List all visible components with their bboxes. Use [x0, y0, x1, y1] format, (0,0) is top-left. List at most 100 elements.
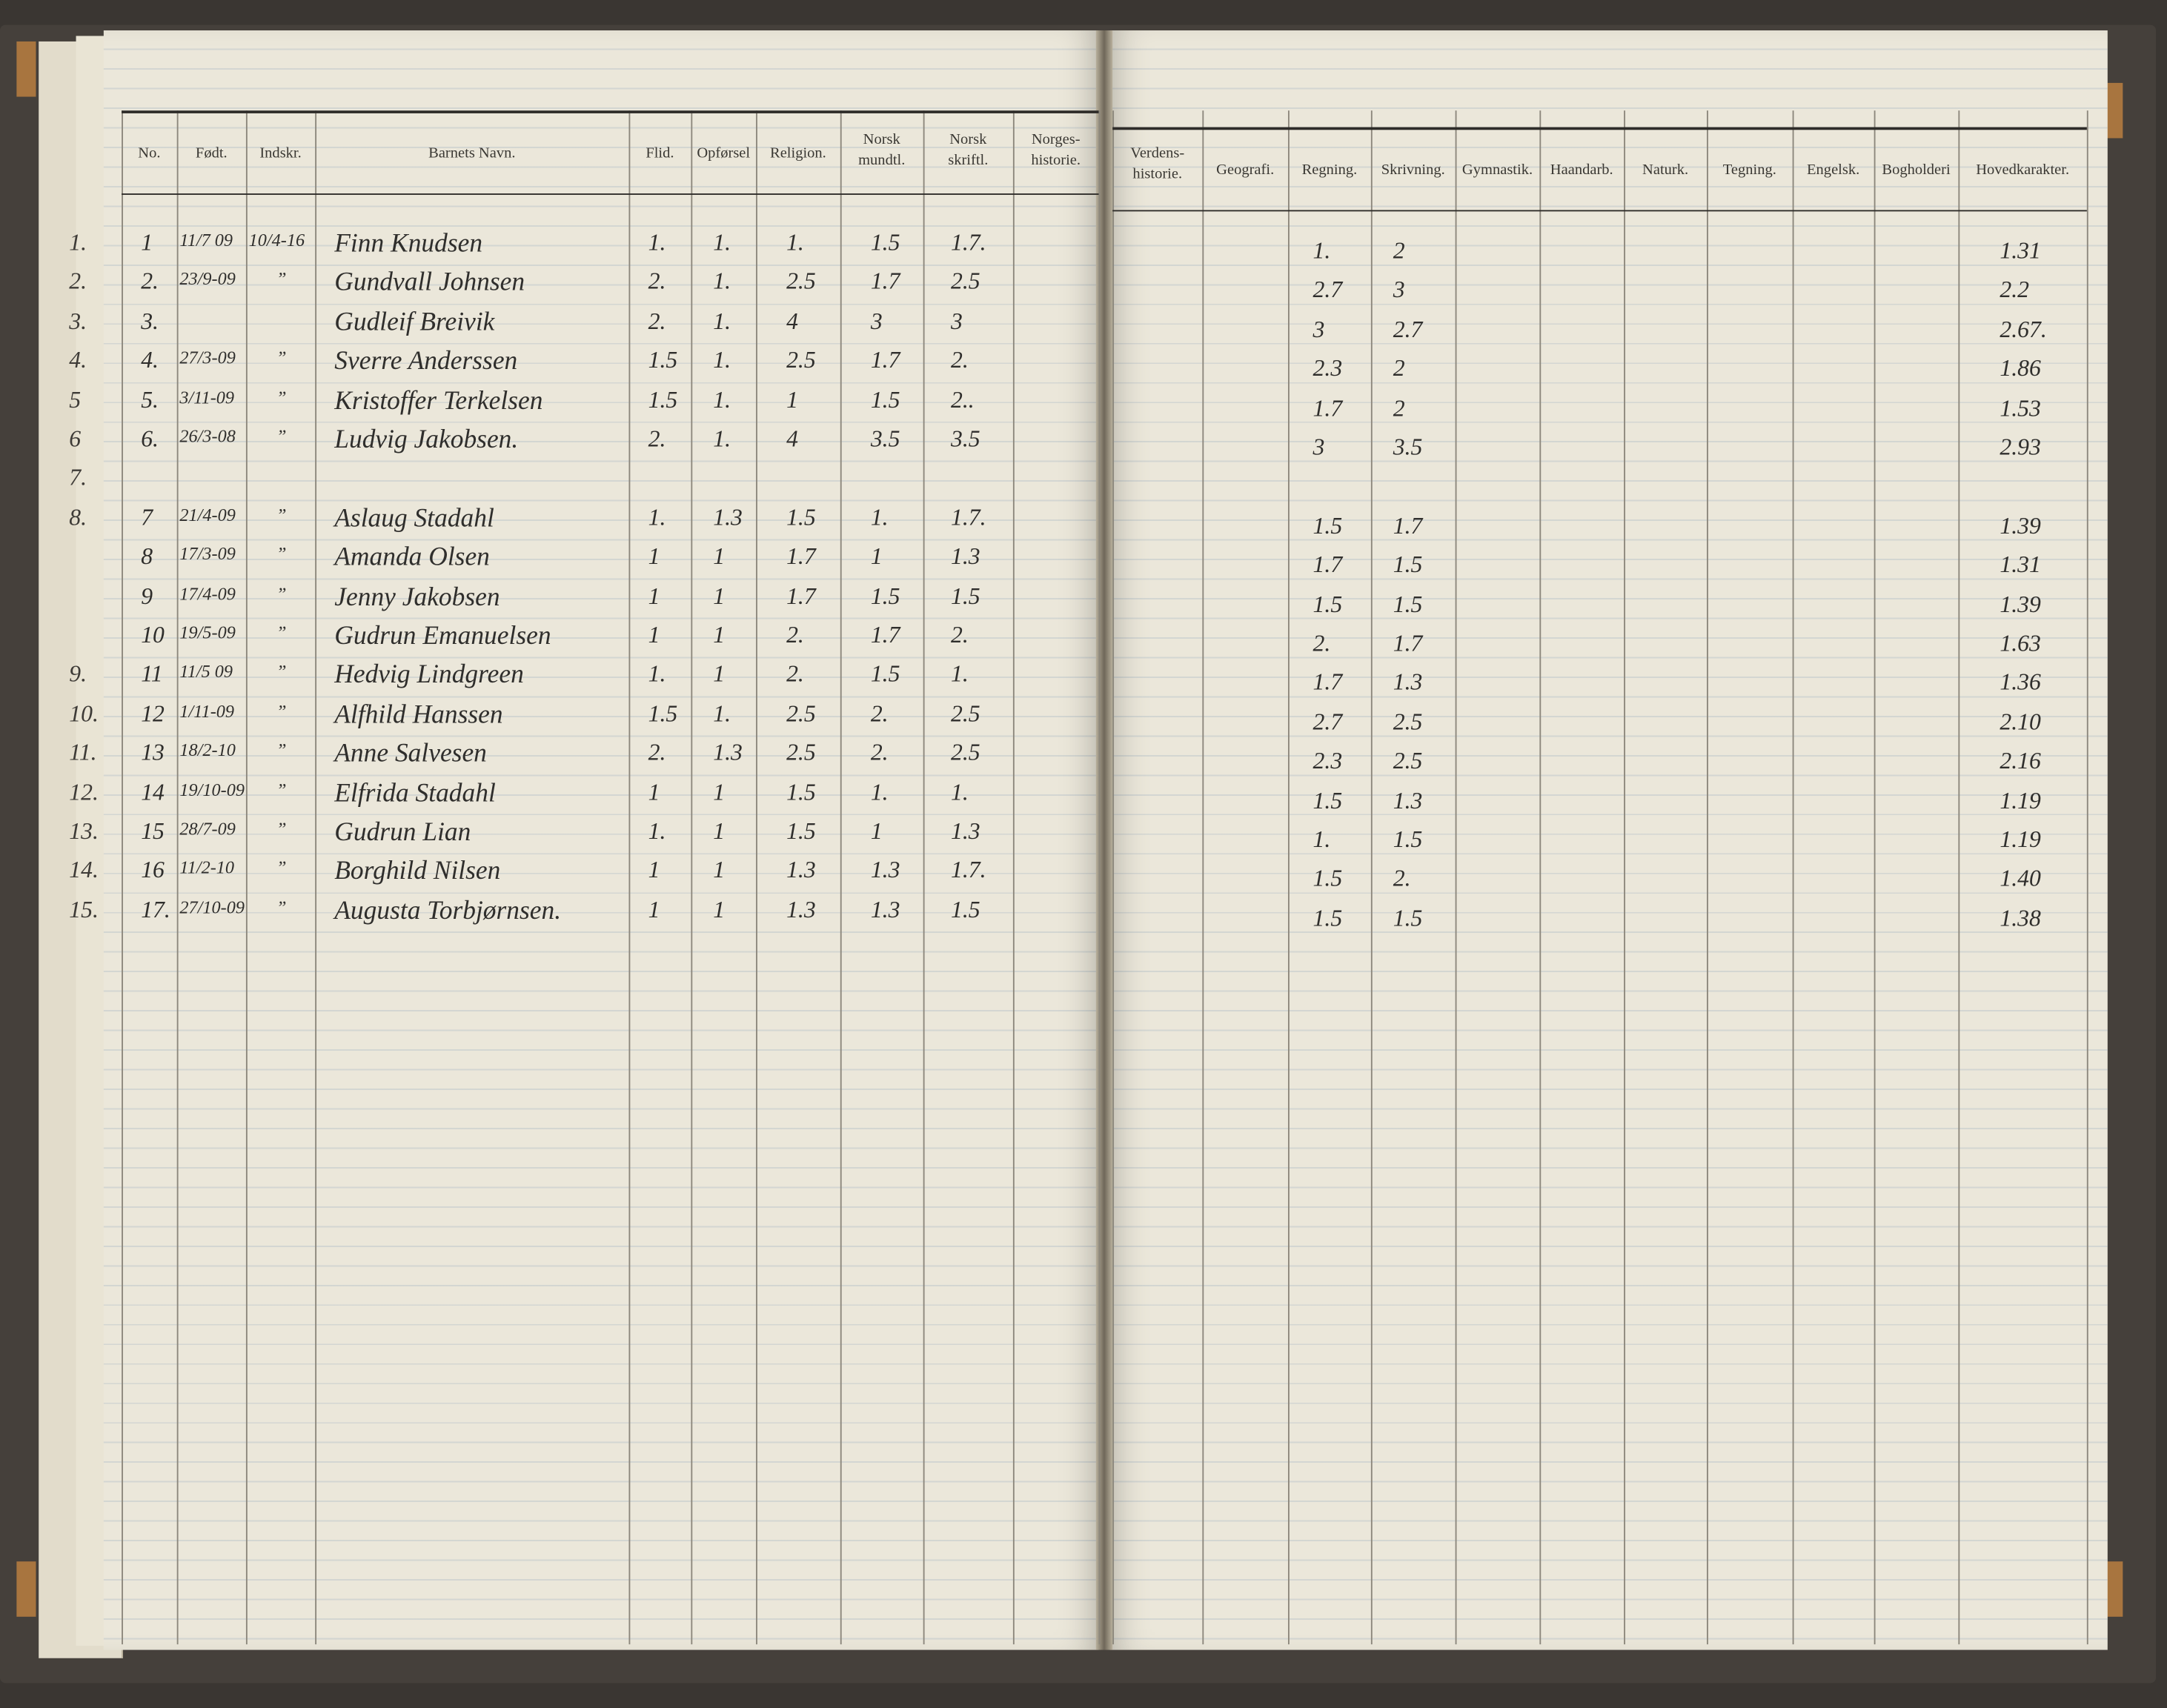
cell-hoved: 1.31: [2000, 237, 2041, 265]
cell-norsk-s: 1.7.: [950, 229, 986, 256]
cell-flid: 1.5: [648, 700, 678, 727]
header-6: Naturk.: [1642, 162, 1689, 179]
cell-norsk-m: 3.5: [870, 425, 900, 452]
cell-born: 23/9-09: [179, 268, 236, 290]
header-7: Norsk mundtl.: [858, 131, 906, 169]
cell-regning: 1.7: [1313, 669, 1343, 696]
cell-born: 19/5-09: [179, 622, 236, 643]
cell-regning: 1.7: [1313, 394, 1343, 422]
cell-born: 26/3-08: [179, 425, 236, 447]
column-rule: [1539, 110, 1542, 1645]
cell-flid: 1: [648, 778, 660, 805]
cell-no: 14: [141, 778, 165, 805]
cell-regning: 1.: [1313, 237, 1331, 265]
cell-opforsel: 1.: [713, 386, 731, 413]
column-rule: [756, 110, 757, 1645]
cell-opforsel: 1.: [713, 347, 731, 373]
cell-skrivning: 1.5: [1393, 591, 1423, 617]
cell-norsk-s: 1.5: [950, 582, 980, 609]
cell-opforsel: 1: [713, 661, 726, 688]
cell-religion: 1.5: [786, 817, 816, 845]
cell-no: 5.: [141, 386, 159, 413]
cell-flid: 2.: [648, 740, 666, 766]
cell-name: Elfrida Stadahl: [334, 778, 496, 808]
cell-name: Aslaug Stadahl: [334, 504, 494, 534]
margin-number: 15.: [69, 896, 99, 923]
cell-name: Gudrun Emanuelsen: [334, 622, 551, 651]
cell-born: 11/7 09: [179, 229, 233, 250]
cell-flid: 1: [648, 622, 660, 648]
cell-skrivning: 1.7: [1393, 630, 1423, 657]
header-2: Regning.: [1301, 162, 1358, 179]
cell-name: Finn Knudsen: [334, 229, 483, 259]
header-bottom-rule: [1112, 210, 2087, 212]
cell-no: 11: [141, 661, 163, 688]
cell-flid: 1.5: [648, 347, 678, 373]
cell-name: Hedvig Lindgreen: [334, 661, 524, 691]
header-3: Barnets Navn.: [428, 144, 516, 162]
cell-no: 12: [141, 700, 165, 727]
cell-opforsel: 1.: [713, 308, 731, 334]
book-gutter: [1095, 30, 1113, 1650]
cell-name: Amanda Olsen: [334, 543, 490, 573]
cell-norsk-m: 1.5: [870, 582, 900, 609]
margin-number: 7.: [69, 465, 87, 491]
column-rule: [245, 110, 248, 1645]
column-rule: [1792, 110, 1794, 1645]
cell-norsk-s: 2..: [950, 386, 975, 413]
cell-flid: 2.: [648, 308, 666, 334]
cell-flid: 2.: [648, 268, 666, 295]
cell-religion: 2.: [786, 661, 804, 688]
cell-religion: 1.: [786, 229, 804, 256]
cell-enrolled: ”: [276, 857, 287, 878]
cell-regning: 1.5: [1313, 512, 1343, 539]
cell-norsk-m: 2.: [870, 700, 889, 727]
cell-name: Augusta Torbjørnsen.: [334, 896, 562, 926]
cell-hoved: 2.2: [2000, 276, 2029, 304]
cell-regning: 2.7: [1313, 276, 1343, 304]
cell-name: Gundvall Johnsen: [334, 268, 525, 298]
header-3: Skrivning.: [1381, 162, 1445, 179]
cell-flid: 1.: [648, 817, 666, 845]
header-7: Tegning.: [1722, 162, 1776, 179]
cell-hoved: 2.67.: [2000, 316, 2047, 343]
cell-name: Borghild Nilsen: [334, 857, 501, 887]
cell-norsk-s: 1.: [950, 778, 969, 805]
column-rule: [1370, 110, 1373, 1645]
cell-hoved: 1.36: [2000, 669, 2041, 696]
margin-number: 1.: [69, 229, 87, 256]
cell-regning: 2.: [1313, 630, 1331, 657]
cell-opforsel: 1.: [713, 268, 731, 295]
cell-skrivning: 2.5: [1393, 748, 1423, 774]
cell-regning: 3: [1313, 316, 1325, 343]
cell-enrolled: ”: [276, 661, 287, 682]
cover-corner: [16, 41, 36, 97]
cell-hoved: 1.39: [2000, 512, 2041, 539]
cell-name: Jenny Jakobsen: [334, 582, 500, 612]
cell-opforsel: 1.: [713, 425, 731, 452]
cell-norsk-s: 1.3: [950, 817, 980, 845]
cell-religion: 2.5: [786, 740, 816, 766]
column-rule: [1112, 110, 1115, 1645]
cell-norsk-m: 1.: [870, 504, 889, 531]
cell-skrivning: 1.3: [1393, 787, 1423, 814]
cell-norsk-m: 3: [870, 308, 883, 334]
cell-born: 17/3-09: [179, 543, 236, 565]
column-rule: [923, 110, 925, 1645]
cell-no: 7: [141, 504, 153, 531]
cell-skrivning: 2: [1393, 237, 1405, 265]
cell-regning: 3: [1313, 433, 1325, 460]
cell-name: Gudleif Breivik: [334, 308, 495, 337]
cell-flid: 1.: [648, 229, 666, 256]
cell-flid: 1.: [648, 661, 666, 688]
cell-born: 3/11-09: [179, 386, 235, 408]
cell-flid: 2.: [648, 425, 666, 452]
cell-enrolled: ”: [276, 817, 287, 839]
cell-norsk-m: 1.5: [870, 229, 900, 256]
cell-regning: 1.: [1313, 826, 1331, 853]
margin-number: 9.: [69, 661, 87, 688]
cell-hoved: 1.40: [2000, 865, 2041, 892]
cell-born: 11/5 09: [179, 661, 233, 682]
column-rule: [176, 110, 179, 1645]
cell-norsk-m: 1.7: [870, 622, 900, 648]
